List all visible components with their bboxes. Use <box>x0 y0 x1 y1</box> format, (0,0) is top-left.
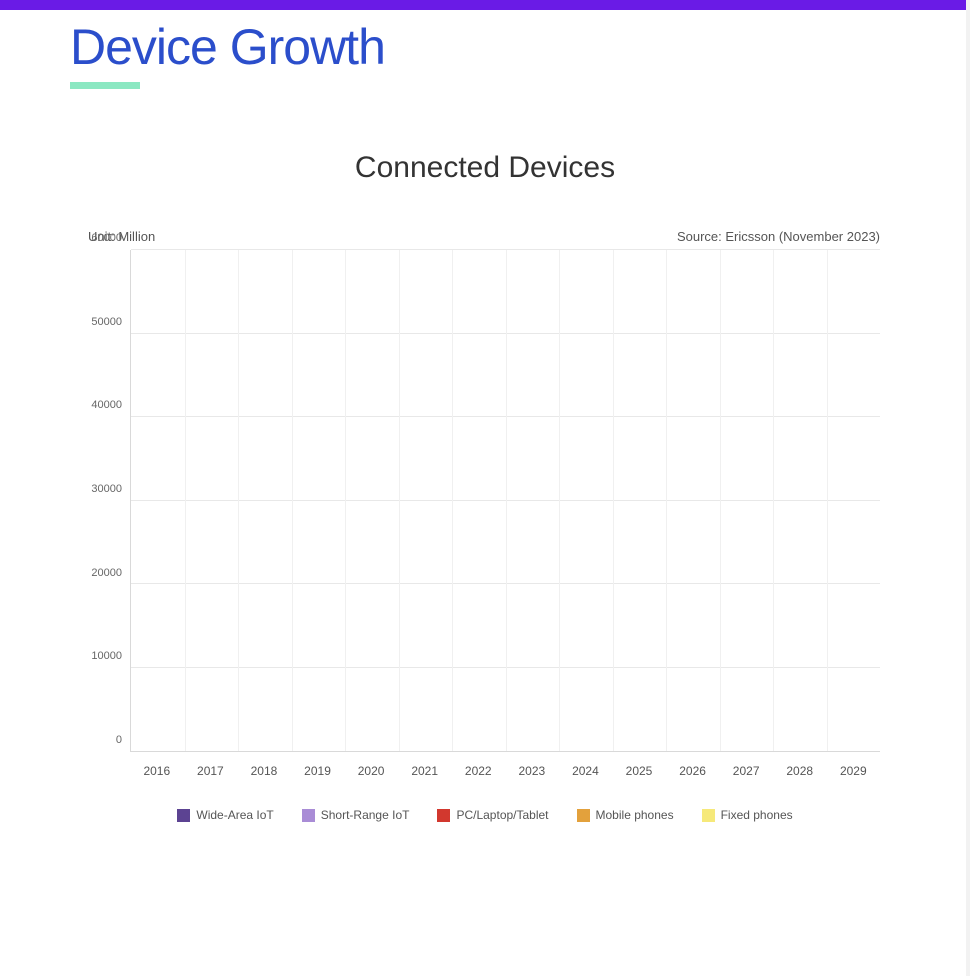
bar-slot <box>827 250 881 751</box>
x-tick-label: 2024 <box>559 758 613 780</box>
legend-item-mobile_phones: Mobile phones <box>577 808 674 822</box>
bar-slot <box>613 250 667 751</box>
bar-slot <box>559 250 613 751</box>
y-tick-label: 50000 <box>91 316 122 328</box>
x-tick-label: 2027 <box>719 758 773 780</box>
y-tick-label: 30000 <box>91 483 122 495</box>
bar-slot <box>131 250 185 751</box>
legend-swatch <box>177 809 190 822</box>
legend-swatch <box>302 809 315 822</box>
source-label: Source: Ericsson (November 2023) <box>677 229 880 244</box>
legend: Wide-Area IoT Short-Range IoT PC/Laptop/Ta… <box>0 808 970 825</box>
legend-label: Short-Range IoT <box>321 808 410 822</box>
legend-item-wide_area: Wide-Area IoT <box>177 808 273 822</box>
x-tick-label: 2018 <box>237 758 291 780</box>
right-edge-shadow <box>966 0 970 976</box>
x-tick-label: 2023 <box>505 758 559 780</box>
bar-slot <box>238 250 292 751</box>
legend-item-pc_laptop: PC/Laptop/Tablet <box>437 808 548 822</box>
y-tick-label: 20000 <box>91 567 122 579</box>
x-tick-label: 2017 <box>184 758 238 780</box>
legend-swatch <box>437 809 450 822</box>
y-axis-labels: 0100002000030000400005000060000 <box>88 250 130 752</box>
x-axis-labels: 2016201720182019202020212022202320242025… <box>130 758 880 780</box>
title-block: Device Growth <box>0 10 970 89</box>
chart-area: 0100002000030000400005000060000 20162017… <box>88 250 880 780</box>
legend-label: Fixed phones <box>721 808 793 822</box>
y-tick-label: 10000 <box>91 650 122 662</box>
bar-slot <box>399 250 453 751</box>
legend-swatch <box>577 809 590 822</box>
chart-title: Connected Devices <box>0 151 970 185</box>
legend-label: PC/Laptop/Tablet <box>456 808 548 822</box>
x-tick-label: 2021 <box>398 758 452 780</box>
legend-item-fixed_phones: Fixed phones <box>702 808 793 822</box>
legend-label: Wide-Area IoT <box>196 808 273 822</box>
x-tick-label: 2016 <box>130 758 184 780</box>
y-tick-label: 60000 <box>91 232 122 244</box>
x-tick-label: 2020 <box>344 758 398 780</box>
legend-label: Mobile phones <box>596 808 674 822</box>
x-tick-label: 2026 <box>666 758 720 780</box>
bar-slot <box>666 250 720 751</box>
top-accent-bar <box>0 0 970 10</box>
title-underline <box>70 82 140 89</box>
chart-meta-row: Unit: Million Source: Ericsson (November… <box>0 185 970 244</box>
bars-container <box>131 250 880 751</box>
bar-slot <box>452 250 506 751</box>
bar-slot <box>185 250 239 751</box>
bar-slot <box>292 250 346 751</box>
bar-slot <box>506 250 560 751</box>
page-container: Device Growth Connected Devices Unit: Mi… <box>0 10 970 825</box>
legend-swatch <box>702 809 715 822</box>
x-tick-label: 2022 <box>451 758 505 780</box>
x-tick-label: 2019 <box>291 758 345 780</box>
y-tick-label: 0 <box>116 734 122 746</box>
y-tick-label: 40000 <box>91 399 122 411</box>
x-tick-label: 2025 <box>612 758 666 780</box>
bar-slot <box>773 250 827 751</box>
bar-slot <box>720 250 774 751</box>
page-title: Device Growth <box>70 18 970 76</box>
bar-slot <box>345 250 399 751</box>
x-tick-label: 2029 <box>827 758 881 780</box>
plot-region <box>130 250 880 752</box>
x-tick-label: 2028 <box>773 758 827 780</box>
legend-item-short_range: Short-Range IoT <box>302 808 410 822</box>
